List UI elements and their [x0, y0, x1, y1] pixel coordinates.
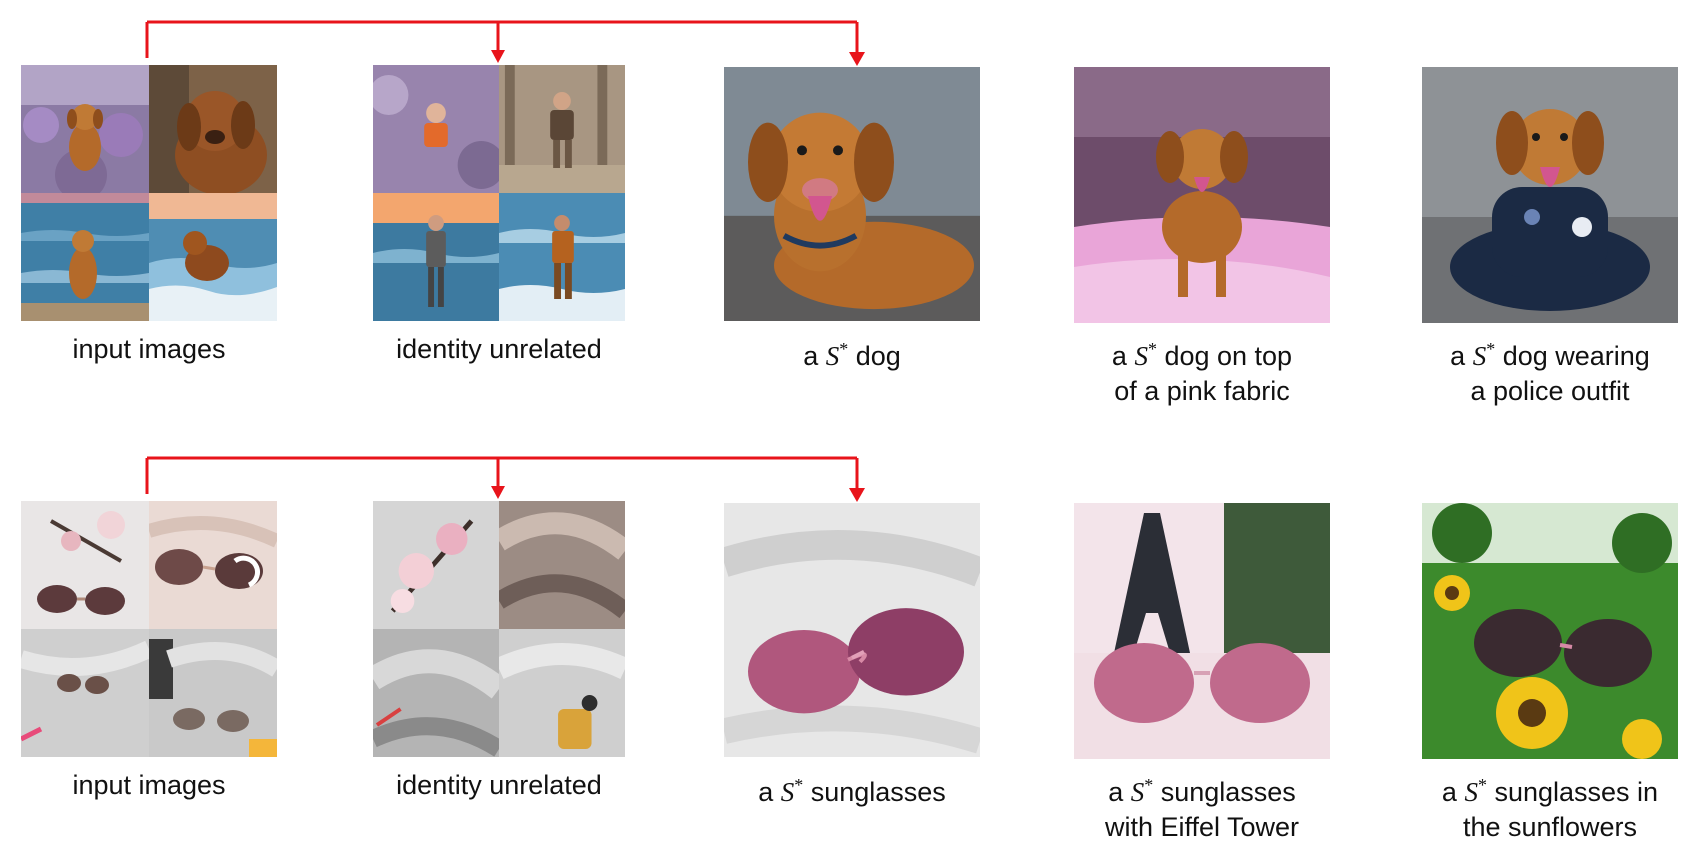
unrelated-image-silk-fabric — [499, 501, 625, 629]
caption-result-dog: a S* dog — [803, 339, 901, 371]
result-image-dog — [724, 67, 980, 321]
caption-result-sunglasses: a S* sunglasses — [758, 775, 946, 807]
input-image-sunglasses-silk — [149, 501, 277, 629]
math-symbol-s-star: S* — [780, 775, 804, 807]
math-symbol-s-star: S* — [1134, 339, 1157, 371]
unrelated-image-girl-lavender — [373, 65, 499, 193]
unrelated-image-man-waves — [499, 193, 625, 321]
input-image-dog-waves — [149, 193, 277, 321]
result-image-sunglasses-eiffel — [1074, 503, 1330, 759]
input-image-dog-beach — [21, 193, 149, 321]
arrowhead-unrelated — [491, 486, 505, 499]
caption-result-dog-pink-fabric: a S* dog on top of a pink fabric — [1111, 339, 1293, 406]
input-image-dog-closeup — [149, 65, 277, 193]
result-image-sunglasses — [724, 503, 980, 757]
caption-identity-unrelated: identity unrelated — [396, 770, 602, 800]
identity-unrelated-grid — [373, 65, 625, 321]
math-symbol-s-star: S* — [1130, 775, 1154, 807]
result-image-sunglasses-sunflowers — [1422, 503, 1678, 759]
result-image-dog-police-outfit — [1422, 67, 1678, 323]
math-symbol-s-star: S* — [825, 339, 849, 371]
arrowhead-result — [849, 52, 865, 66]
input-image-sunglasses-pillows — [149, 629, 277, 757]
caption-result-sunglasses-eiffel: a S* sunglasses with Eiffel Tower — [1104, 775, 1300, 842]
arrowhead-unrelated — [491, 50, 505, 63]
figure-row-sunglasses: input images — [0, 436, 1689, 856]
caption-result-sunglasses-sunflowers: a S* sunglasses in the sunflowers — [1441, 775, 1659, 842]
caption-result-dog-police-outfit: a S* dog wearing a police outfit — [1450, 339, 1650, 406]
result-image-dog-pink-fabric — [1074, 67, 1330, 323]
caption-identity-unrelated: identity unrelated — [396, 334, 602, 364]
input-images-grid — [21, 65, 277, 321]
figure-row-dog: input images — [0, 0, 1689, 420]
math-symbol-s-star: S* — [1472, 339, 1496, 371]
input-image-sunglasses-bed — [21, 629, 149, 757]
unrelated-image-grey-pillows — [373, 629, 499, 757]
caption-input-images: input images — [72, 334, 226, 364]
math-symbol-s-star: S* — [1464, 775, 1487, 807]
unrelated-image-magnolia — [373, 501, 499, 629]
input-image-sunglasses-magnolia — [21, 501, 149, 629]
unrelated-image-man-beach-sunset — [373, 193, 499, 321]
unrelated-image-boy-forest — [499, 65, 625, 193]
identity-unrelated-grid — [373, 501, 625, 757]
arrowhead-result — [849, 488, 865, 502]
unrelated-image-glass-jar — [499, 629, 625, 757]
caption-input-images: input images — [72, 770, 226, 800]
input-images-grid — [21, 501, 277, 757]
input-image-dog-lavender — [21, 65, 149, 193]
